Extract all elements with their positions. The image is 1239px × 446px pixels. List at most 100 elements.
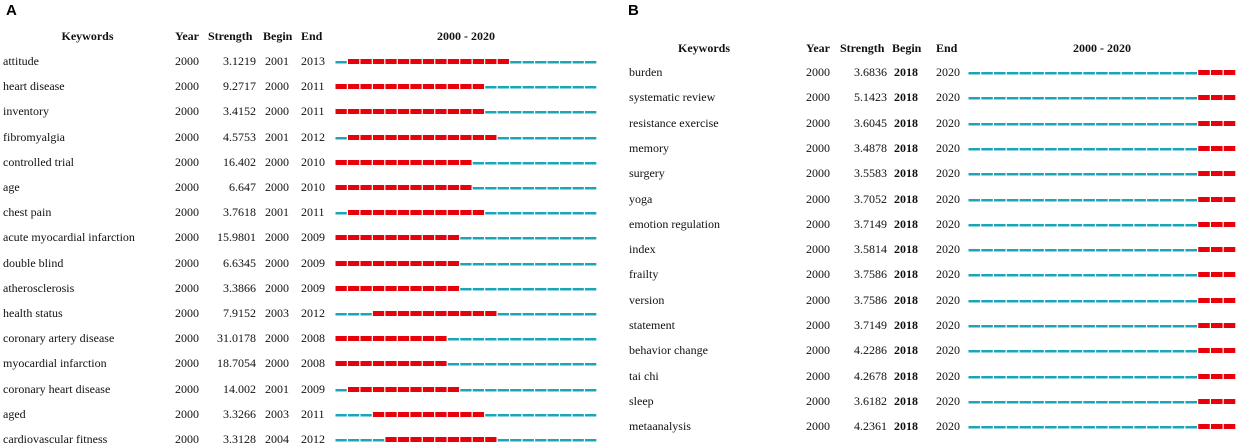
baseline-segment-2015 — [522, 237, 534, 240]
baseline-segment-2006 — [1045, 198, 1057, 201]
baseline-segment-2017 — [1185, 97, 1198, 100]
year-value: 2000 — [806, 343, 830, 358]
burst-segment-2008 — [435, 285, 447, 291]
baseline-segment-2002 — [994, 122, 1006, 126]
burst-segment-2010 — [460, 84, 472, 90]
begin-value: 2000 — [265, 280, 289, 295]
burst-segment-2001 — [347, 260, 360, 266]
keyword-label: double blind — [3, 255, 64, 270]
burst-segment-2018 — [1198, 221, 1210, 227]
baseline-segment-2011 — [1108, 274, 1121, 277]
strength-value: 3.4878 — [854, 140, 887, 155]
baseline-segment-2016 — [1172, 400, 1185, 404]
burst-segment-2002 — [360, 285, 372, 291]
burst-segment-2018 — [1198, 272, 1210, 278]
baseline-segment-2013 — [1134, 249, 1146, 252]
baseline-segment-2010 — [1096, 198, 1108, 201]
burst-segment-2006 — [410, 361, 422, 367]
baseline-segment-2012 — [1121, 97, 1134, 100]
baseline-segment-2017 — [547, 413, 559, 417]
baseline-segment-2005 — [1032, 274, 1044, 277]
baseline-segment-2005 — [1032, 72, 1044, 75]
burst-segment-2004 — [385, 109, 397, 115]
baseline-segment-2017 — [547, 111, 559, 114]
burst-segment-2005 — [397, 109, 410, 115]
baseline-segment-2008 — [1070, 325, 1083, 328]
burst-segment-2018 — [1198, 196, 1210, 202]
burst-segment-2004 — [385, 260, 397, 266]
burst-segment-2001 — [347, 386, 360, 392]
burst-segment-2008 — [435, 361, 447, 367]
baseline-segment-2010 — [460, 338, 472, 341]
baseline-segment-2004 — [1019, 147, 1032, 151]
begin-value: 2000 — [265, 255, 289, 270]
baseline-segment-2010 — [460, 363, 472, 366]
burst-segment-2010 — [460, 185, 472, 190]
baseline-segment-2005 — [1032, 97, 1044, 100]
burst-segment-2000 — [335, 361, 347, 367]
burst-segment-2018 — [1198, 398, 1210, 404]
burst-segment-2004 — [385, 336, 397, 342]
burst-segment-2008 — [435, 411, 447, 417]
baseline-segment-2001 — [981, 375, 993, 379]
burst-segment-2000 — [335, 109, 347, 115]
baseline-segment-2007 — [1057, 72, 1070, 75]
baseline-segment-2014 — [510, 212, 522, 215]
burst-segment-2020 — [1223, 398, 1236, 404]
burst-timeline — [968, 297, 1236, 303]
burst-segment-2006 — [410, 185, 422, 190]
burst-segment-2009 — [447, 159, 460, 165]
baseline-segment-2019 — [572, 413, 584, 417]
baseline-segment-2012 — [1121, 147, 1134, 151]
baseline-segment-2014 — [1147, 198, 1159, 201]
baseline-segment-2000 — [335, 136, 347, 140]
end-value: 2012 — [301, 306, 325, 320]
baseline-segment-2015 — [522, 413, 534, 417]
baseline-segment-2018 — [560, 86, 572, 89]
baseline-segment-2003 — [1006, 147, 1019, 151]
strength-value: 3.7618 — [223, 205, 256, 220]
baseline-segment-2012 — [1121, 72, 1134, 75]
baseline-segment-2012 — [1121, 274, 1134, 277]
baseline-segment-2014 — [510, 86, 522, 89]
burst-segment-2020 — [1223, 348, 1236, 354]
burst-segment-2018 — [1198, 348, 1210, 354]
burst-segment-2009 — [447, 185, 460, 190]
baseline-segment-2013 — [497, 161, 509, 165]
burst-segment-2006 — [410, 285, 422, 291]
baseline-segment-2013 — [497, 388, 509, 392]
baseline-segment-2020 — [585, 439, 597, 442]
baseline-segment-2007 — [1057, 426, 1070, 429]
baseline-segment-2014 — [510, 439, 522, 442]
burst-segment-2002 — [360, 386, 372, 392]
baseline-segment-2011 — [472, 363, 485, 366]
burst-segment-2005 — [397, 210, 410, 216]
end-value: 2010 — [301, 154, 325, 169]
burst-segment-2006 — [410, 437, 422, 442]
baseline-segment-2018 — [560, 111, 572, 114]
burst-segment-2005 — [397, 336, 410, 342]
burst-segment-2008 — [435, 109, 447, 115]
burst-segment-2001 — [347, 210, 360, 216]
baseline-segment-2006 — [1045, 350, 1057, 353]
baseline-segment-2012 — [1121, 249, 1134, 252]
keyword-label: resistance exercise — [629, 115, 719, 130]
baseline-segment-2015 — [1159, 249, 1172, 252]
burst-segment-2020 — [1223, 196, 1236, 202]
begin-value: 2000 — [265, 104, 289, 119]
begin-value: 2000 — [265, 154, 289, 169]
keyword-label: frailty — [629, 267, 659, 282]
burst-segment-2004 — [385, 437, 397, 442]
baseline-segment-2000 — [968, 147, 981, 151]
baseline-segment-2020 — [585, 161, 597, 165]
burst-timeline — [968, 398, 1236, 404]
baseline-segment-2010 — [1096, 274, 1108, 277]
burst-segment-2000 — [335, 159, 347, 165]
burst-segment-2019 — [1210, 95, 1223, 101]
strength-value: 3.7052 — [854, 191, 887, 206]
burst-timeline — [335, 185, 597, 190]
baseline-segment-2005 — [1032, 147, 1044, 151]
burst-segment-2011 — [472, 109, 485, 115]
burst-segment-2009 — [447, 285, 460, 291]
burst-segment-2009 — [447, 59, 460, 64]
